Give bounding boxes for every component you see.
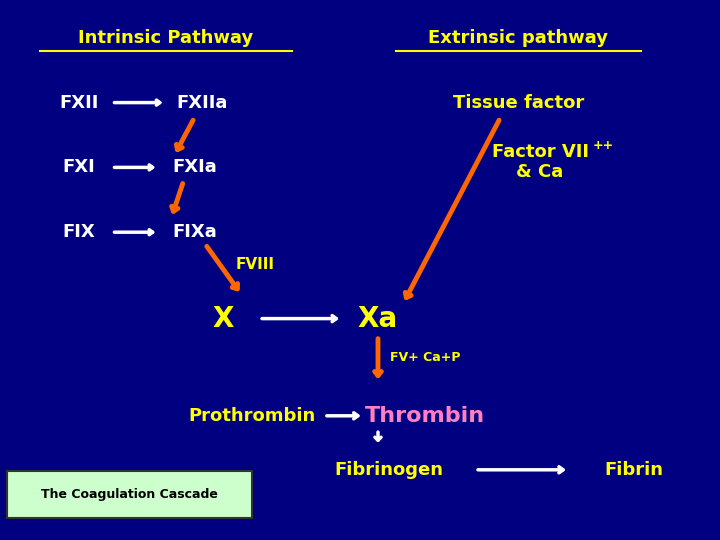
Text: FVIII: FVIII	[236, 257, 275, 272]
Text: FXII: FXII	[60, 93, 99, 112]
Text: Intrinsic Pathway: Intrinsic Pathway	[78, 29, 253, 47]
Text: The Coagulation Cascade: The Coagulation Cascade	[41, 488, 218, 501]
Text: Fibrin: Fibrin	[604, 461, 663, 479]
Text: FXIIa: FXIIa	[176, 93, 228, 112]
Text: FXI: FXI	[63, 158, 96, 177]
FancyBboxPatch shape	[7, 471, 252, 518]
Text: Thrombin: Thrombin	[365, 406, 485, 426]
Text: Prothrombin: Prothrombin	[189, 407, 315, 425]
Text: FXIa: FXIa	[172, 158, 217, 177]
Text: Factor VII
& Ca: Factor VII & Ca	[492, 143, 588, 181]
Text: FIXa: FIXa	[172, 223, 217, 241]
Text: FIX: FIX	[63, 223, 96, 241]
Text: Fibrinogen: Fibrinogen	[334, 461, 444, 479]
Text: Extrinsic pathway: Extrinsic pathway	[428, 29, 608, 47]
Text: Tissue factor: Tissue factor	[453, 93, 584, 112]
Text: X: X	[212, 305, 234, 333]
Text: FV+ Ca+P: FV+ Ca+P	[390, 351, 460, 364]
Text: ++: ++	[593, 139, 614, 152]
Text: Xa: Xa	[358, 305, 398, 333]
